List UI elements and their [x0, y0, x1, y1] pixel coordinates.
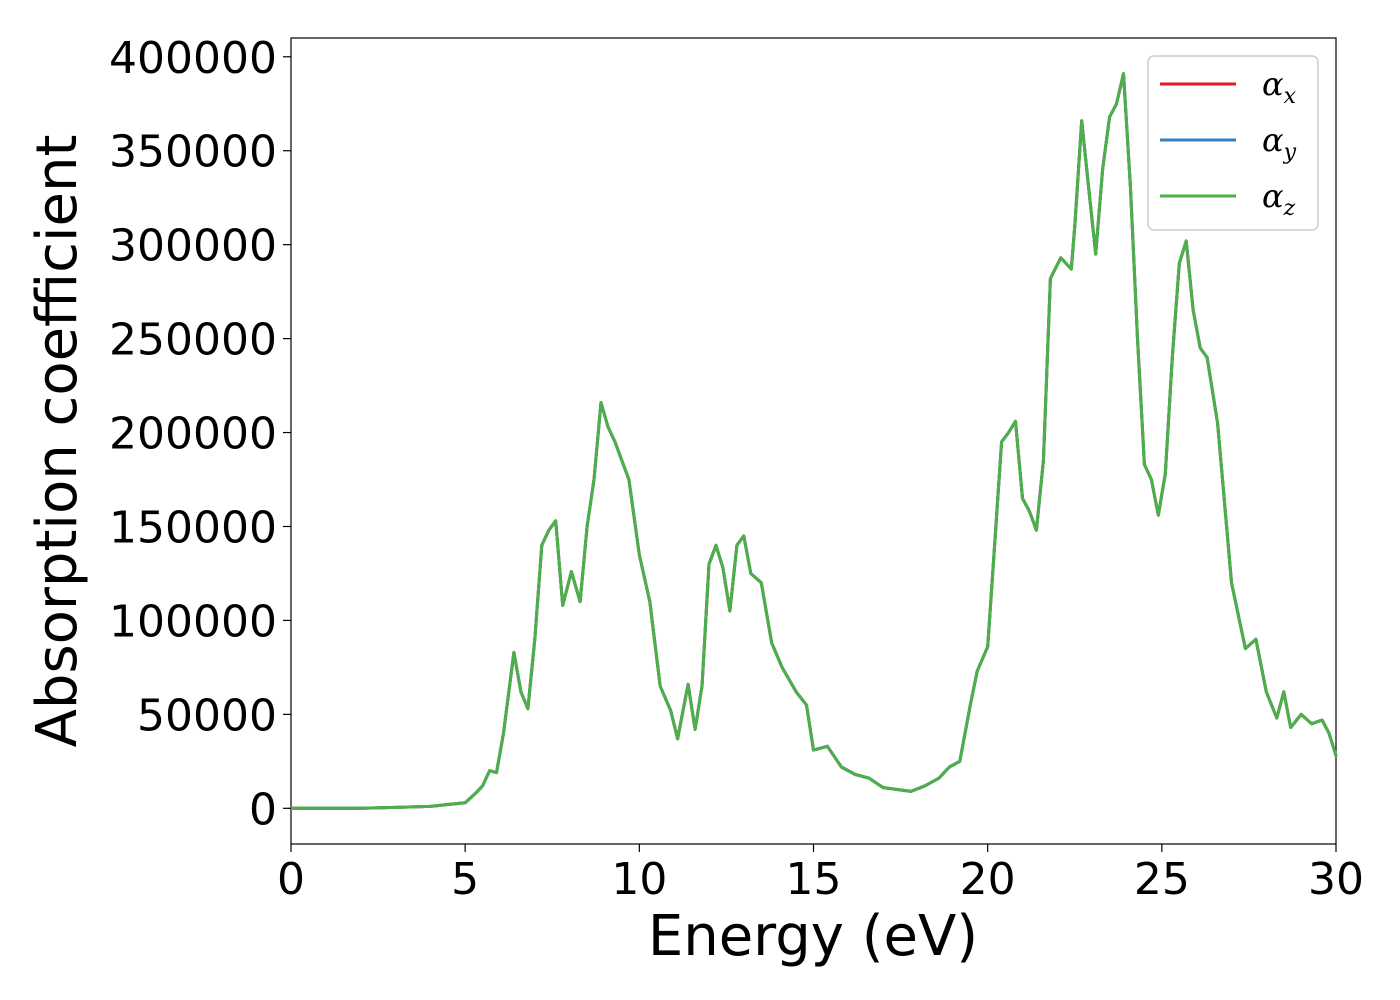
series-lines	[289, 72, 1338, 810]
x-tick-label: 0	[277, 854, 305, 905]
y-axis-title: Absorption coefficient	[25, 135, 90, 748]
x-ticks: 0 5 10 15 20 25 30	[277, 844, 1364, 905]
y-tick-label: 100000	[109, 596, 277, 647]
y-tick-label: 0	[249, 784, 277, 835]
x-tick-label: 15	[786, 854, 842, 905]
y-tick-label: 150000	[109, 502, 277, 553]
legend-label: αy	[1262, 121, 1297, 165]
legend-label: αz	[1262, 177, 1296, 221]
y-tick-label: 400000	[109, 33, 277, 84]
y-tick-label: 350000	[109, 127, 277, 178]
legend: αx αy αz	[1147, 55, 1319, 231]
y-tick-label: 250000	[109, 315, 277, 366]
y-ticks: 0 50000 100000 150000 200000 250000 300000 3500…	[109, 33, 291, 835]
y-tick-label: 50000	[137, 690, 277, 741]
x-tick-label: 30	[1308, 854, 1364, 905]
y-tick-label: 200000	[109, 409, 277, 460]
legend-label: αx	[1262, 65, 1297, 109]
series-line-αz	[289, 72, 1338, 810]
x-tick-label: 25	[1134, 854, 1190, 905]
legend-box	[1147, 55, 1319, 231]
x-tick-label: 10	[611, 854, 667, 905]
x-axis-title: Energy (eV)	[648, 904, 978, 969]
x-tick-label: 20	[960, 854, 1016, 905]
y-tick-label: 300000	[109, 221, 277, 272]
x-tick-label: 5	[451, 854, 479, 905]
